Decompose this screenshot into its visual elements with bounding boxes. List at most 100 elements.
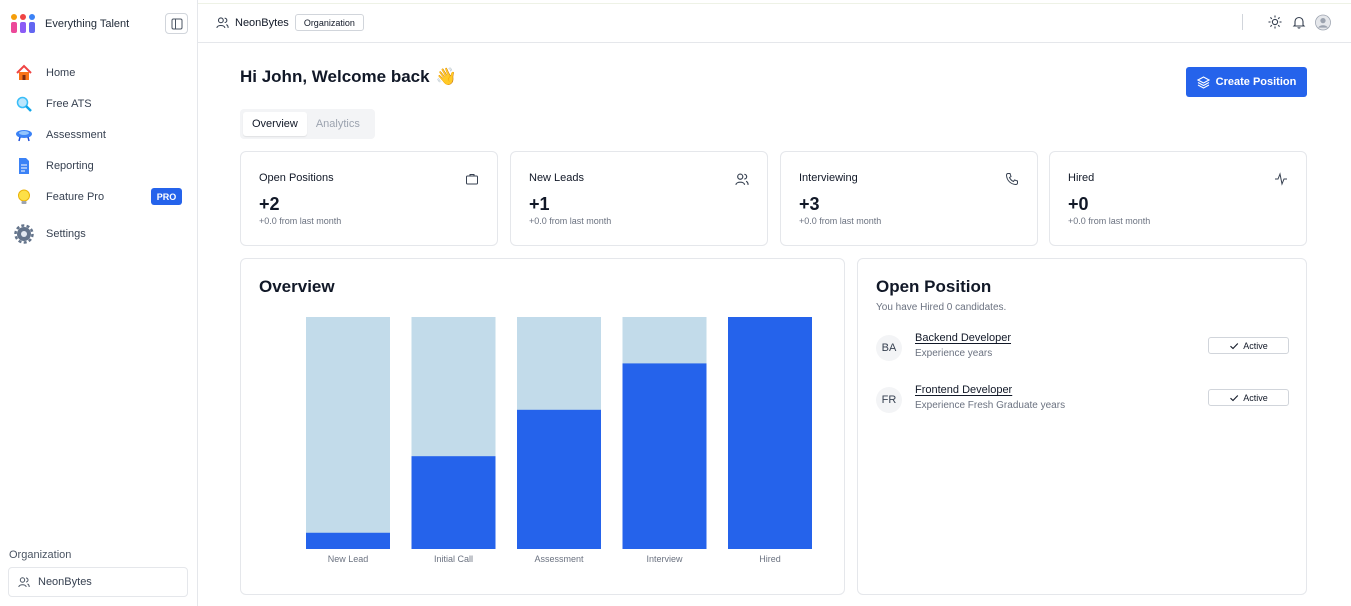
home-icon [14,63,34,83]
bar-track [306,317,390,549]
stat-change: +0.0 from last month [259,216,342,226]
status-badge[interactable]: Active [1208,337,1289,354]
bar[interactable] [306,532,390,549]
position-subtitle: Experience Fresh Graduate years [915,400,1066,411]
stat-title: New Leads [529,172,585,184]
stat-title: Interviewing [799,172,858,184]
lightbulb-icon [14,187,34,207]
sidebar-item-label: Free ATS [46,97,92,110]
position-title-link[interactable]: Backend Developer [915,332,1012,344]
org-breadcrumb[interactable]: NeonBytes Organization [216,14,364,31]
x-tick-label: New Lead [328,554,369,564]
organization-name: NeonBytes [38,576,92,588]
avatar: BA [876,335,902,361]
stat-card-open-positions: Open Positions +2 +0.0 from last month [240,151,498,246]
overview-chart-card: Overview New Lead Initial Call Assessment I… [240,258,845,595]
check-icon [1230,394,1239,401]
users-icon [735,173,749,186]
org-badge: Organization [294,14,364,31]
open-position-title: Open Position [876,277,992,296]
stat-card-interviewing: Interviewing +3 +0.0 from last month [780,151,1038,246]
sidebar-toggle-icon [171,18,182,29]
stat-card-hired: Hired +0 +0.0 from last month [1049,151,1307,246]
stat-value: +1 [529,194,550,214]
stat-change: +0.0 from last month [529,216,612,226]
overview-title: Overview [259,277,335,296]
organization-switcher[interactable]: NeonBytes [8,567,188,597]
sidebar-item-label: Settings [46,227,86,240]
stat-card-new-leads: New Leads +1 +0.0 from last month [510,151,768,246]
open-position-description: You have Hired 0 candidates. [876,302,1007,313]
brand-logo [11,14,35,33]
sidebar-item-label: Assessment [46,128,106,141]
tab-overview[interactable]: Overview [243,112,307,136]
status-label: Active [1243,392,1268,403]
sidebar-item-label: Reporting [46,159,94,172]
create-position-button[interactable]: Create Position [1186,67,1307,97]
stat-title: Hired [1068,172,1095,184]
pro-badge: PRO [151,188,182,205]
bar[interactable] [622,363,707,549]
sidebar-nav: Home Free ATS Assessment Reporting Featu… [14,57,184,249]
sidebar-item-label: Home [46,66,76,79]
bell-icon[interactable] [1291,14,1307,30]
org-name: NeonBytes [235,16,289,29]
sidebar-item-home[interactable]: Home [14,57,184,88]
x-tick-label: Hired [759,554,781,564]
organization-label: Organization [9,549,72,561]
users-icon [216,17,229,29]
divider [1242,14,1243,30]
bar[interactable] [728,317,812,549]
x-tick-label: Assessment [534,554,584,564]
stat-value: +3 [799,194,820,214]
theme-toggle-icon[interactable] [1267,14,1283,30]
tab-bar: Overview Analytics [240,109,375,139]
tab-analytics[interactable]: Analytics [315,118,360,130]
stat-value: +2 [259,194,280,214]
stat-change: +0.0 from last month [799,216,882,226]
phone-icon [1005,173,1018,186]
layers-icon [1196,75,1210,89]
stat-value: +0 [1068,194,1089,214]
sidebar-item-feature-pro[interactable]: Feature Pro PRO [14,181,184,212]
wave-emoji: 👋 [435,67,457,86]
stat-title: Open Positions [259,172,334,184]
list-item: BA Backend Developer Experience years Ac… [876,332,1290,368]
sidebar-item-label: Feature Pro [46,190,105,203]
report-icon [14,156,34,176]
stat-change: +0.0 from last month [1068,216,1151,226]
status-label: Active [1243,340,1268,351]
avatar[interactable] [1315,14,1331,30]
top-bar: NeonBytes Organization [198,3,1351,43]
open-position-card: Open Position You have Hired 0 candidate… [857,258,1307,595]
brand[interactable]: Everything Talent [10,13,129,35]
position-title-link[interactable]: Frontend Developer [915,384,1013,396]
sidebar-item-assessment[interactable]: Assessment [14,119,184,150]
list-item: FR Frontend Developer Experience Fresh G… [876,384,1290,420]
brand-name: Everything Talent [45,18,130,30]
check-icon [1230,342,1239,349]
page-title: Hi John, Welcome back 👋 [240,67,457,87]
x-tick-label: Interview [646,554,683,564]
overview-bar-chart: New Lead Initial Call Assessment Interview H… [306,317,812,564]
bar[interactable] [411,456,496,549]
sidebar-item-reporting[interactable]: Reporting [14,150,184,181]
briefcase-icon [466,174,478,185]
sidebar-toggle-button[interactable] [165,13,188,34]
assessment-icon [14,125,34,145]
activity-icon [1275,172,1287,186]
gear-icon [14,223,34,244]
sidebar: Everything Talent Home Free ATS Assessme… [0,0,198,606]
x-tick-label: Initial Call [434,554,473,564]
top-actions [1242,14,1331,30]
bar[interactable] [517,409,601,549]
sidebar-item-settings[interactable]: Settings [14,218,184,249]
magnifier-icon [14,94,34,114]
create-position-label: Create Position [1215,76,1297,88]
status-badge[interactable]: Active [1208,389,1289,406]
users-icon [18,577,30,588]
position-subtitle: Experience years [915,348,993,359]
avatar: FR [876,387,902,413]
sidebar-item-free-ats[interactable]: Free ATS [14,88,184,119]
greeting-text: Hi John, Welcome back [240,67,430,86]
